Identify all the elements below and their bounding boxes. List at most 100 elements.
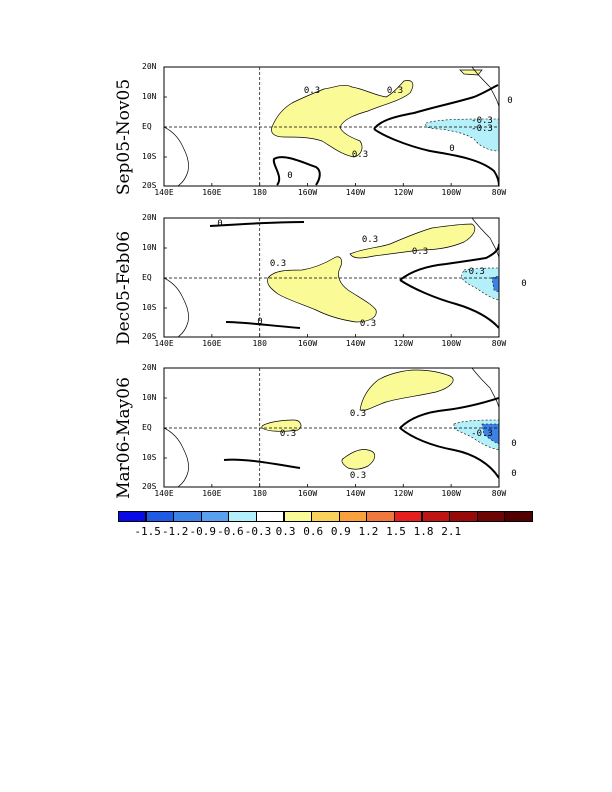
map-panel: Dec05-Feb06 20N 10N EQ 10S 20S 140E 160E 180 160W… <box>110 214 527 358</box>
map-frame <box>163 217 500 338</box>
lon-tick-label: 100W <box>441 489 461 498</box>
contour-label: 0 <box>511 469 516 479</box>
map-svg: 0.3 0.3 0.3 -0.3-0.3 0 0 0 <box>163 66 513 187</box>
lat-tick-label: 10S <box>142 453 157 462</box>
negative-anomaly-region <box>461 267 499 301</box>
lat-tick-label: 20S <box>142 482 157 491</box>
lon-tick-label: 180 <box>252 489 267 498</box>
colorbar-swatch <box>421 511 450 522</box>
colorbar-label: -0.3 <box>244 525 272 538</box>
lat-tick-label: 10S <box>142 303 157 312</box>
lat-tick-label: EQ <box>142 423 152 432</box>
lon-tick-label: 180 <box>252 188 267 197</box>
lat-tick-label: 10N <box>142 393 157 402</box>
coastline <box>471 218 499 259</box>
lon-tick-label: 80W <box>491 339 507 348</box>
lon-tick-label: 140E <box>154 188 174 197</box>
colorbar-swatch <box>118 511 147 522</box>
contour-label: 0.3 <box>360 319 376 329</box>
colorbar-swatch <box>338 511 368 522</box>
lat-tick-label: EQ <box>142 122 152 131</box>
contour-label: 0 <box>511 439 516 449</box>
lon-tick-label: 160W <box>297 188 318 197</box>
lat-tick-label: 10N <box>142 243 157 252</box>
contour-label: 0 <box>521 279 526 289</box>
colorbar-label: 1.8 <box>413 525 434 538</box>
colorbar-swatch <box>145 511 174 522</box>
lon-tick-label: 160W <box>297 489 318 498</box>
contour-label: 0 <box>287 171 292 181</box>
map-frame <box>163 367 500 488</box>
colorbar-label: 0.6 <box>303 525 324 538</box>
zero-contour-line <box>272 156 321 186</box>
positive-anomaly-region <box>261 419 302 432</box>
lon-tick-label: 140E <box>154 489 174 498</box>
colorbar-swatch <box>283 511 312 522</box>
strong-negative-anomaly-region <box>491 275 499 293</box>
colorbar-label: 1.5 <box>386 525 406 538</box>
colorbar-swatch <box>256 511 285 522</box>
zero-contour-line <box>209 221 305 227</box>
zero-contour-line <box>225 321 301 329</box>
coastline <box>164 277 189 337</box>
contour-label: 0.3 <box>304 86 320 96</box>
map-area: 0.3 0.3 0.3 0.3 -0.3 0 0 0 <box>163 217 527 338</box>
coastline <box>471 67 499 108</box>
lat-tick-label: 20N <box>142 62 157 71</box>
colorbar-label: -1.5 <box>134 525 161 538</box>
colorbar-label: 0.3 <box>275 525 296 538</box>
lon-tick-label: 100W <box>441 339 461 348</box>
contour-label: 0.3 <box>350 471 366 481</box>
lat-tick-label: 10S <box>142 152 157 161</box>
map-frame <box>163 66 500 187</box>
lat-tick-label: 20S <box>142 181 157 190</box>
colorbar-swatch <box>173 511 202 522</box>
coastline <box>471 368 499 409</box>
colorbar-swatch <box>449 511 478 522</box>
colorbar-swatch <box>366 511 395 522</box>
coastline <box>164 126 189 186</box>
colorbar-label: -1.2 <box>161 525 189 538</box>
colorbar: -1.5 -1.2 -0.9 -0.6 -0.3 0.3 0.6 0.9 1.2 1.5 1.8 2.… <box>118 511 533 541</box>
lon-tick-label: 120W <box>393 188 413 197</box>
contour-label: 0.3 <box>270 259 286 269</box>
colorbar-swatch <box>476 511 506 522</box>
colorbar-swatch <box>504 511 533 522</box>
lon-tick-label: 140W <box>345 489 366 498</box>
lon-tick-label: 140W <box>345 339 366 348</box>
lat-tick-label: EQ <box>142 273 152 282</box>
colorbar-swatch <box>394 511 423 522</box>
contour-label: 0.3 <box>350 409 366 419</box>
map-area: 0.3 0.3 0.3 -0.3-0.3 0 0 0 <box>163 66 513 187</box>
lon-tick-label: 180 <box>252 339 267 348</box>
coastline <box>164 427 189 487</box>
lon-tick-label: 80W <box>491 188 507 197</box>
zero-contour-line <box>399 397 499 429</box>
positive-anomaly-region <box>271 80 414 158</box>
lat-tick-label: 20N <box>142 363 157 372</box>
colorbar-label: -0.9 <box>189 525 217 538</box>
lat-tick-label: 20N <box>142 213 157 222</box>
positive-anomaly-region <box>267 256 377 323</box>
contour-label: -0.3 <box>471 116 493 126</box>
zero-contour-line <box>399 243 499 281</box>
zero-contour-line <box>399 279 499 329</box>
colorbar-label: -0.6 <box>217 525 244 538</box>
lat-tick-label: 20S <box>142 332 157 341</box>
lon-tick-label: 120W <box>393 339 413 348</box>
lat-tick-label: 10N <box>142 92 157 101</box>
lon-tick-label: 160W <box>297 339 318 348</box>
contour-label: -0.3 <box>471 124 493 134</box>
colorbar-swatch <box>311 511 340 522</box>
positive-anomaly-region <box>341 449 376 470</box>
map-panel: Mar06-May06 20N 10N EQ 10S 20S 140E 160E 180 160W… <box>110 364 517 508</box>
contour-label: 0.3 <box>362 235 378 245</box>
colorbar-label: 0.9 <box>330 525 351 538</box>
contour-label: 0 <box>449 144 454 154</box>
colorbar-label: 1.2 <box>358 525 379 538</box>
contour-label: 0 <box>217 219 222 229</box>
zero-contour-line <box>373 84 499 130</box>
lon-tick-label: 140E <box>154 339 174 348</box>
positive-anomaly-region <box>459 69 483 76</box>
positive-anomaly-region <box>349 223 476 259</box>
